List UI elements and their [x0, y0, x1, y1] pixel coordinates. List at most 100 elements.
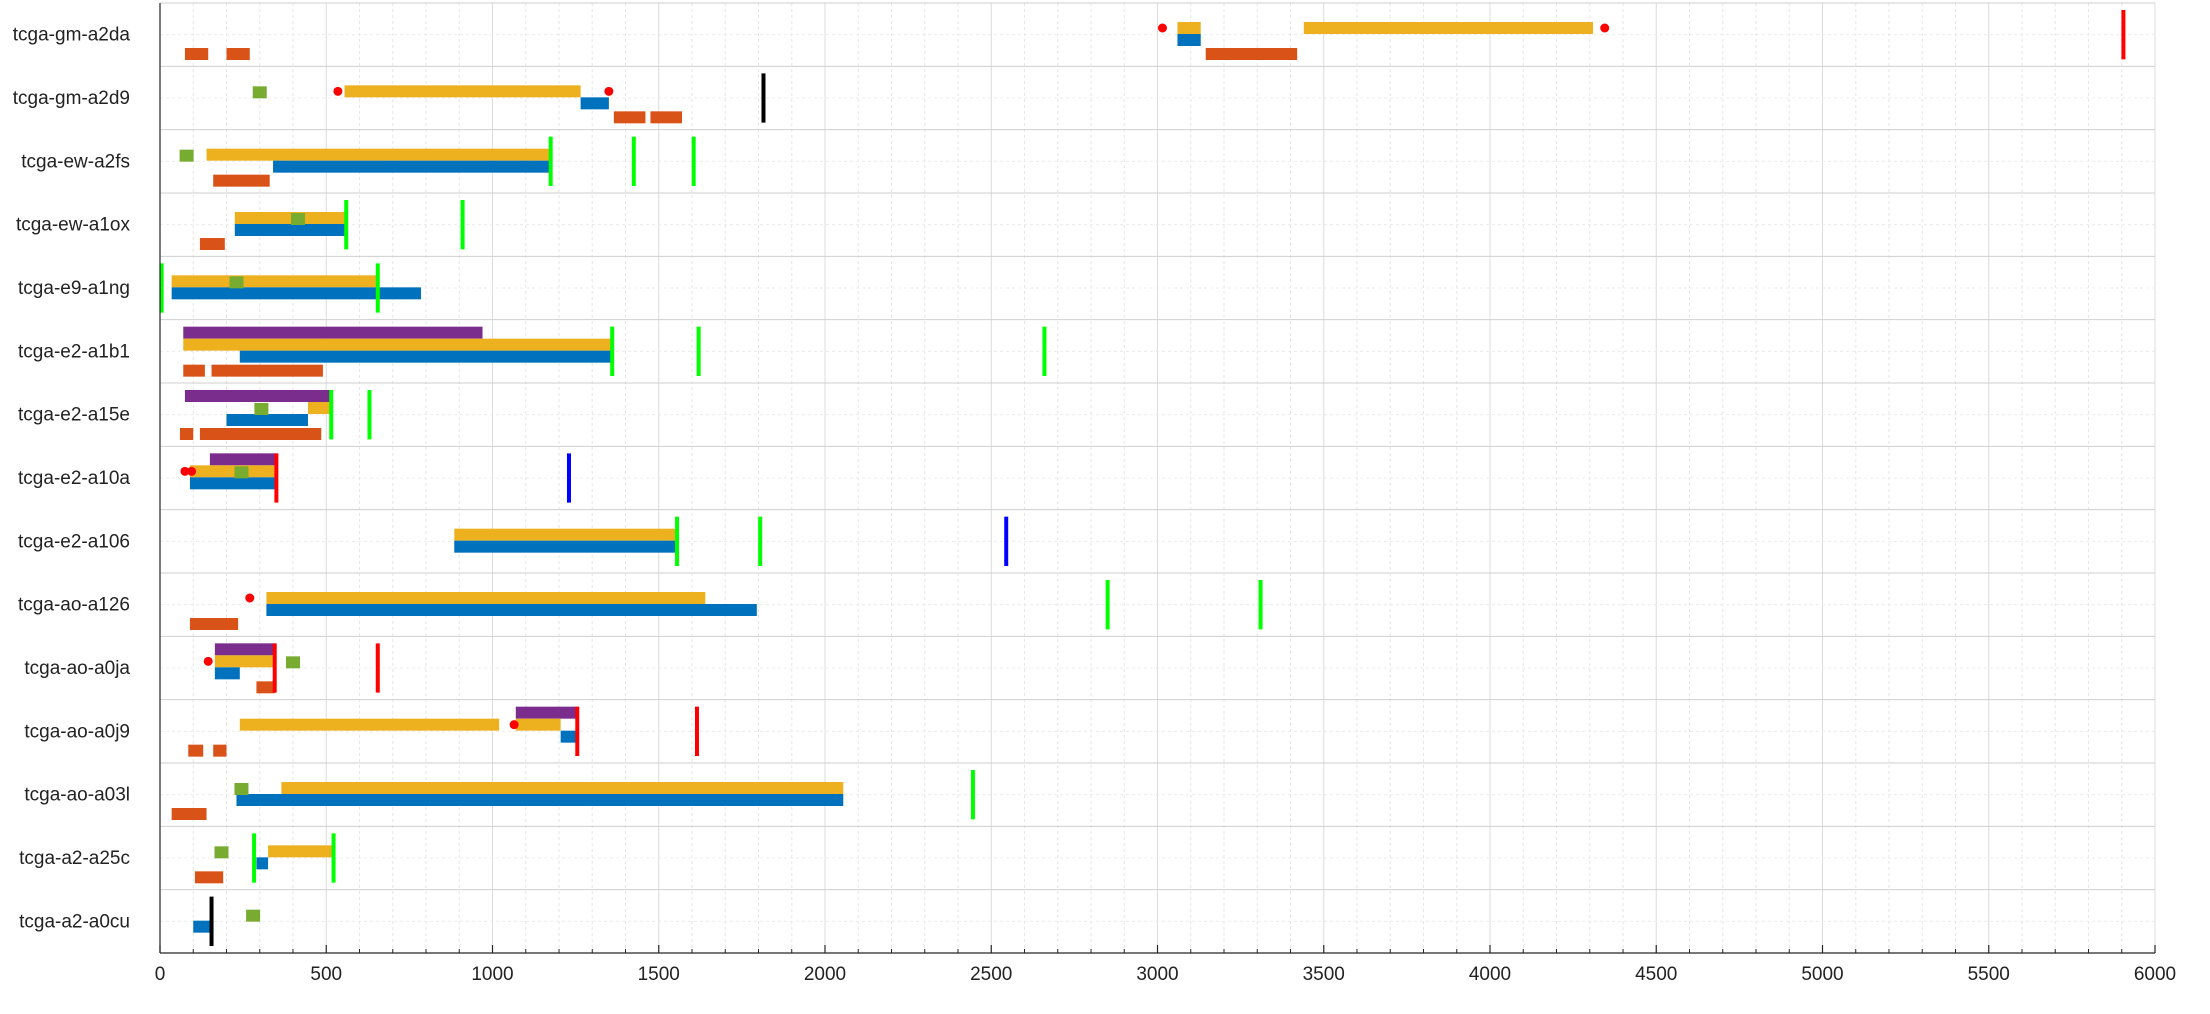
row-label: tcga-e2-a1b1	[18, 341, 130, 362]
red-dot-marker	[1157, 23, 1167, 33]
x-tick-label: 3000	[1136, 964, 1178, 985]
yellow-bar	[189, 465, 277, 478]
green-square-marker	[229, 276, 244, 289]
row-label: tcga-e2-a10a	[18, 468, 130, 489]
green-square-marker	[179, 149, 194, 162]
x-tick-label: 5500	[1968, 964, 2010, 985]
orange-bar	[183, 364, 205, 377]
blue-bar	[454, 540, 676, 553]
labels-layer: tcga-gm-a2da tcga-gm-a2d9 tcga-ew-a2fs tcga…	[13, 25, 131, 933]
x-tick-label: 0	[155, 964, 166, 985]
red-dot-marker	[187, 466, 197, 476]
yellow-bar	[281, 782, 844, 794]
purple-bar	[214, 643, 275, 656]
x-tick-label: 6000	[2134, 964, 2176, 985]
orange-bar	[613, 111, 646, 124]
yellow-bar	[266, 592, 706, 604]
red-dot-marker	[180, 466, 190, 476]
yellow-bar	[234, 212, 345, 224]
blue-bar	[189, 477, 277, 490]
orange-bar	[1205, 48, 1298, 60]
orange-bar	[188, 744, 204, 757]
orange-bar	[199, 428, 322, 440]
yellow-bar	[206, 148, 550, 161]
orange-bar	[184, 48, 209, 60]
bars-layer	[171, 22, 1594, 933]
row-label: tcga-ao-a0ja	[24, 658, 130, 679]
purple-bar	[184, 390, 330, 402]
orange-bar	[213, 174, 270, 187]
orange-bar	[199, 238, 225, 250]
row-label: tcga-e9-a1ng	[18, 278, 130, 299]
red-dot-marker	[333, 86, 343, 96]
blue-bar	[580, 97, 609, 110]
grid-layer	[159, 2, 2156, 954]
x-tick-label: 4000	[1469, 964, 1511, 985]
axis-layer: 0 500 1000 1500 2000 2500 3000 3500 4000 4500 5000…	[155, 3, 2176, 985]
row-label: tcga-ew-a2fs	[21, 151, 130, 172]
row-label: tcga-a2-a25c	[19, 848, 130, 869]
yellow-bar	[239, 718, 500, 731]
blue-bar	[560, 730, 578, 743]
red-dot-marker	[1600, 23, 1610, 33]
row-label: tcga-gm-a2da	[13, 25, 131, 46]
markers-layer	[159, 10, 2126, 946]
orange-bar	[179, 428, 194, 440]
green-square-marker	[290, 213, 305, 225]
blue-bar	[1177, 34, 1201, 46]
x-tick-label: 3500	[1303, 964, 1345, 985]
row-label: tcga-ew-a1ox	[16, 215, 131, 236]
orange-bar	[650, 111, 683, 124]
blue-bar	[256, 857, 269, 870]
yellow-bar	[515, 718, 561, 731]
purple-bar	[515, 706, 578, 719]
x-tick-label: 1000	[471, 964, 513, 985]
red-dot-marker	[245, 593, 255, 603]
purple-bar	[183, 326, 483, 339]
orange-bar	[226, 48, 250, 60]
blue-bar	[236, 794, 844, 806]
yellow-bar	[268, 845, 333, 858]
purple-bar	[209, 453, 277, 466]
green-square-marker	[246, 909, 261, 922]
green-square-marker	[286, 656, 300, 669]
row-label: tcga-e2-a15e	[18, 405, 130, 426]
blue-bar	[193, 920, 212, 933]
x-tick-label: 4500	[1635, 964, 1677, 985]
blue-bar	[266, 604, 757, 616]
x-tick-label: 5000	[1801, 964, 1843, 985]
red-dot-marker	[509, 720, 519, 730]
green-square-marker	[234, 466, 249, 479]
row-label: tcga-ao-a03l	[24, 785, 130, 806]
yellow-bar	[344, 85, 581, 98]
orange-bar	[256, 681, 275, 694]
orange-bar	[194, 871, 224, 884]
row-label: tcga-ao-a0j9	[24, 721, 130, 742]
row-label: tcga-gm-a2d9	[13, 88, 130, 109]
x-tick-label: 1500	[638, 964, 680, 985]
row-label: tcga-ao-a126	[18, 595, 130, 616]
yellow-bar	[171, 275, 377, 288]
blue-bar	[273, 160, 550, 173]
row-label: tcga-e2-a106	[18, 531, 130, 552]
orange-bar	[189, 618, 239, 630]
x-tick-label: 2500	[970, 964, 1012, 985]
orange-bar	[171, 808, 207, 820]
green-square-marker	[252, 86, 267, 99]
blue-bar	[171, 287, 422, 300]
yellow-bar	[1303, 22, 1594, 34]
red-dot-marker	[203, 656, 213, 666]
yellow-bar	[183, 338, 611, 351]
green-square-marker	[214, 846, 229, 859]
x-tick-label: 500	[310, 964, 342, 985]
green-square-marker	[254, 403, 269, 415]
yellow-bar	[214, 655, 274, 668]
green-square-marker	[234, 783, 249, 795]
orange-bar	[213, 744, 227, 757]
blue-bar	[214, 667, 240, 680]
blue-bar	[234, 224, 345, 236]
red-dot-marker	[604, 86, 614, 96]
blue-bar	[239, 350, 611, 363]
